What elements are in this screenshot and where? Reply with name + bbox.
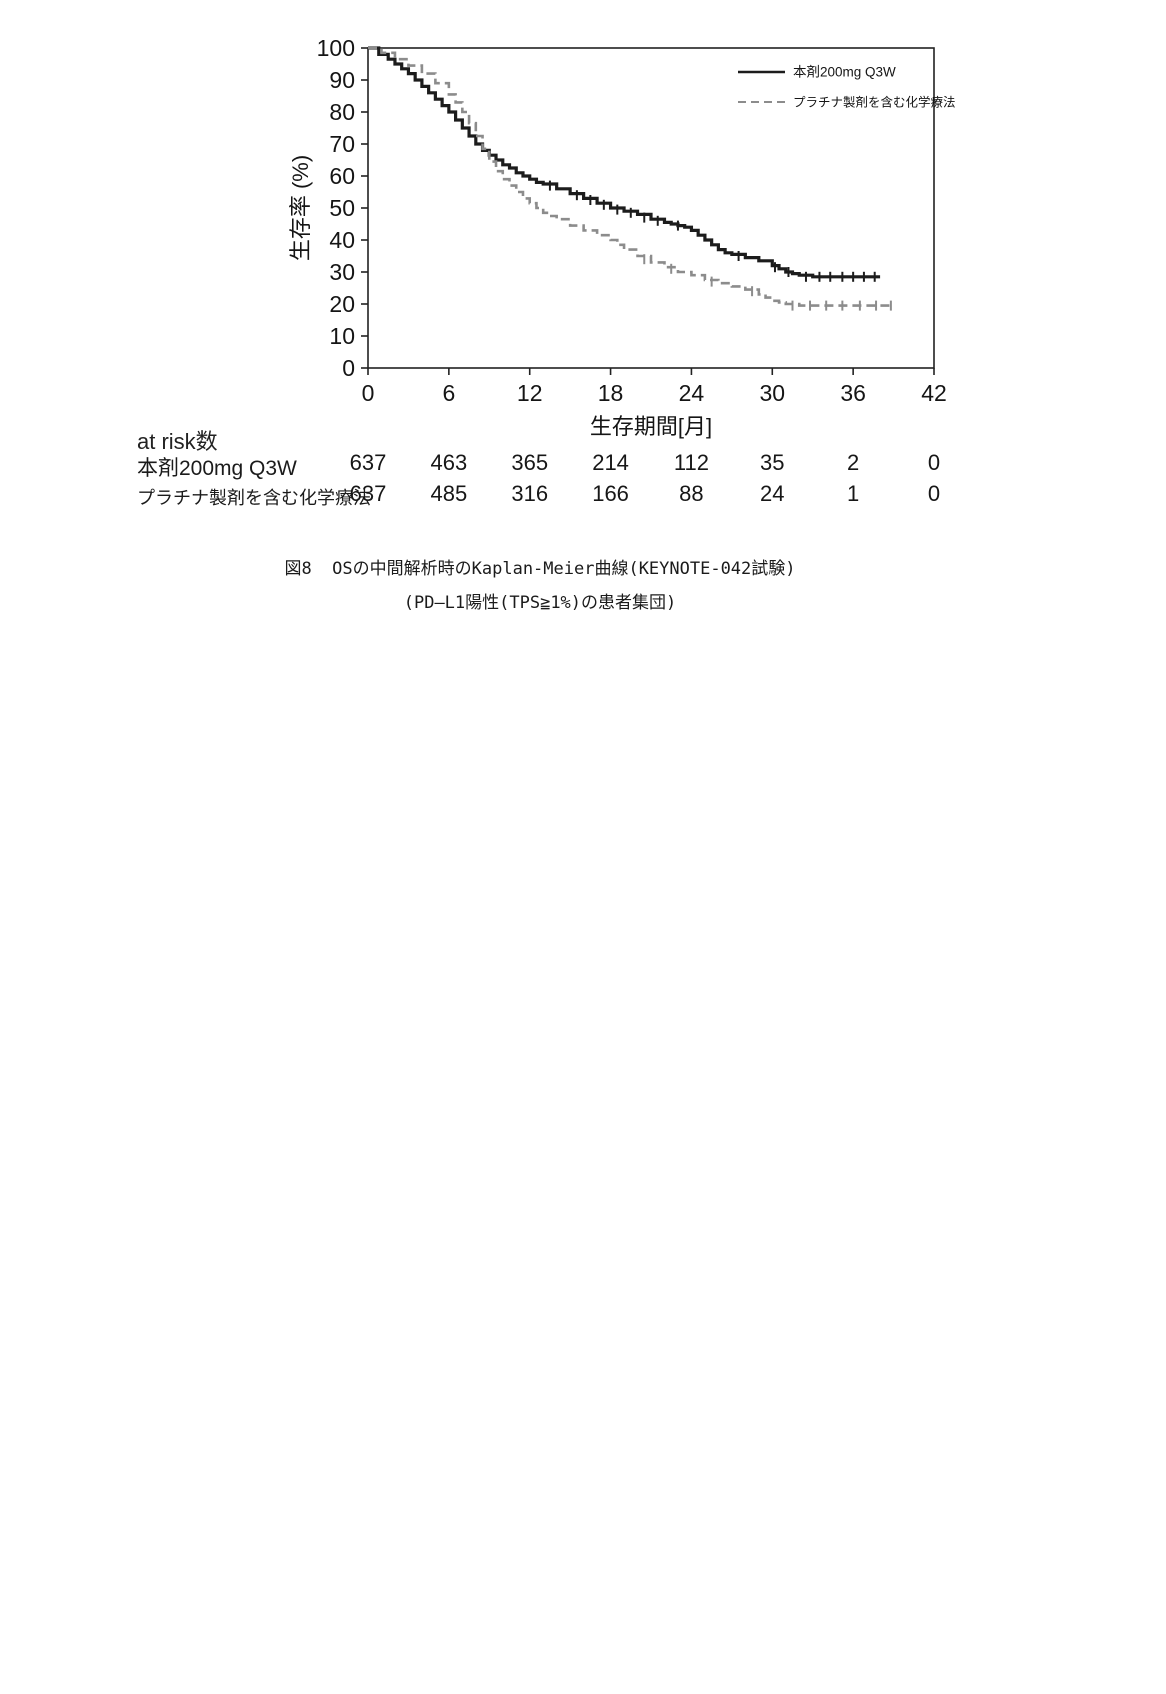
y-tick-label: 50 <box>329 195 355 221</box>
figure-caption-line2: (PD—L1陽性(TPS≧1%)の患者集団) <box>403 593 677 613</box>
y-tick-label: 20 <box>329 291 355 317</box>
at-risk-row-label-chemotherapy: プラチナ製剤を含む化学療法 <box>137 488 371 508</box>
at-risk-row-values-pembrolizumab: 637 463 365 214 112 35 2 0 <box>0 450 1166 480</box>
at-risk-title: at risk数 <box>137 429 218 454</box>
at-risk-value: 112 <box>673 450 709 475</box>
y-tick-label: 0 <box>342 355 355 381</box>
x-axis-title: 生存期間[月] <box>590 414 712 439</box>
at-risk-value: 0 <box>927 450 941 475</box>
x-tick-label: 18 <box>598 380 624 406</box>
y-tick-label: 30 <box>329 259 355 285</box>
x-tick-label: 0 <box>362 380 375 406</box>
at-risk-value: 0 <box>927 481 941 506</box>
at-risk-value: 637 <box>349 450 387 475</box>
figure-caption: 図8 OSの中間解析時のKaplan-Meier曲線(KEYNOTE-042試験… <box>0 552 1080 620</box>
at-risk-value: 463 <box>430 450 468 475</box>
at-risk-value: 485 <box>430 481 468 506</box>
x-tick-label: 42 <box>921 380 947 406</box>
legend-label-0: 本剤200mg Q3W <box>793 65 896 80</box>
at-risk-value: 2 <box>847 450 860 475</box>
at-risk-value: 88 <box>679 481 704 506</box>
y-axis-title: 生存率 (%) <box>288 155 313 261</box>
legend-label-1: プラチナ製剤を含む化学療法 <box>793 95 956 110</box>
at-risk-value: 166 <box>592 481 629 506</box>
at-risk-value: 35 <box>760 450 785 475</box>
y-tick-label: 10 <box>329 323 355 349</box>
km-curve-1 <box>368 46 894 307</box>
y-tick-label: 60 <box>329 163 355 189</box>
y-tick-label: 80 <box>329 99 355 125</box>
at-risk-row-label-pembrolizumab: 本剤200mg Q3W <box>137 457 297 480</box>
kaplan-meier-chart: 0 10 20 30 40 50 60 70 80 90 100 0 6 12 18 24 30 36 42 生存期間… <box>288 40 956 439</box>
x-tick-label: 6 <box>442 380 455 406</box>
x-tick-label: 24 <box>679 380 705 406</box>
at-risk-value: 316 <box>511 481 549 506</box>
y-tick-label: 90 <box>329 67 355 93</box>
y-tick-label: 100 <box>317 40 355 61</box>
y-tick-label: 70 <box>329 131 355 157</box>
figure-caption-line1: 図8 OSの中間解析時のKaplan-Meier曲線(KEYNOTE-042試験… <box>284 559 796 579</box>
x-tick-label: 12 <box>517 380 543 406</box>
x-tick-label: 30 <box>759 380 785 406</box>
at-risk-value: 637 <box>349 481 387 506</box>
x-tick-label: 36 <box>840 380 866 406</box>
y-tick-label: 40 <box>329 227 355 253</box>
at-risk-value: 1 <box>847 481 860 506</box>
at-risk-value: 365 <box>511 450 549 475</box>
at-risk-value: 24 <box>760 481 785 506</box>
at-risk-row-values-chemotherapy: 637 485 316 166 88 24 1 0 <box>0 481 1166 511</box>
km-curve-0 <box>368 46 881 279</box>
at-risk-value: 214 <box>592 450 629 475</box>
